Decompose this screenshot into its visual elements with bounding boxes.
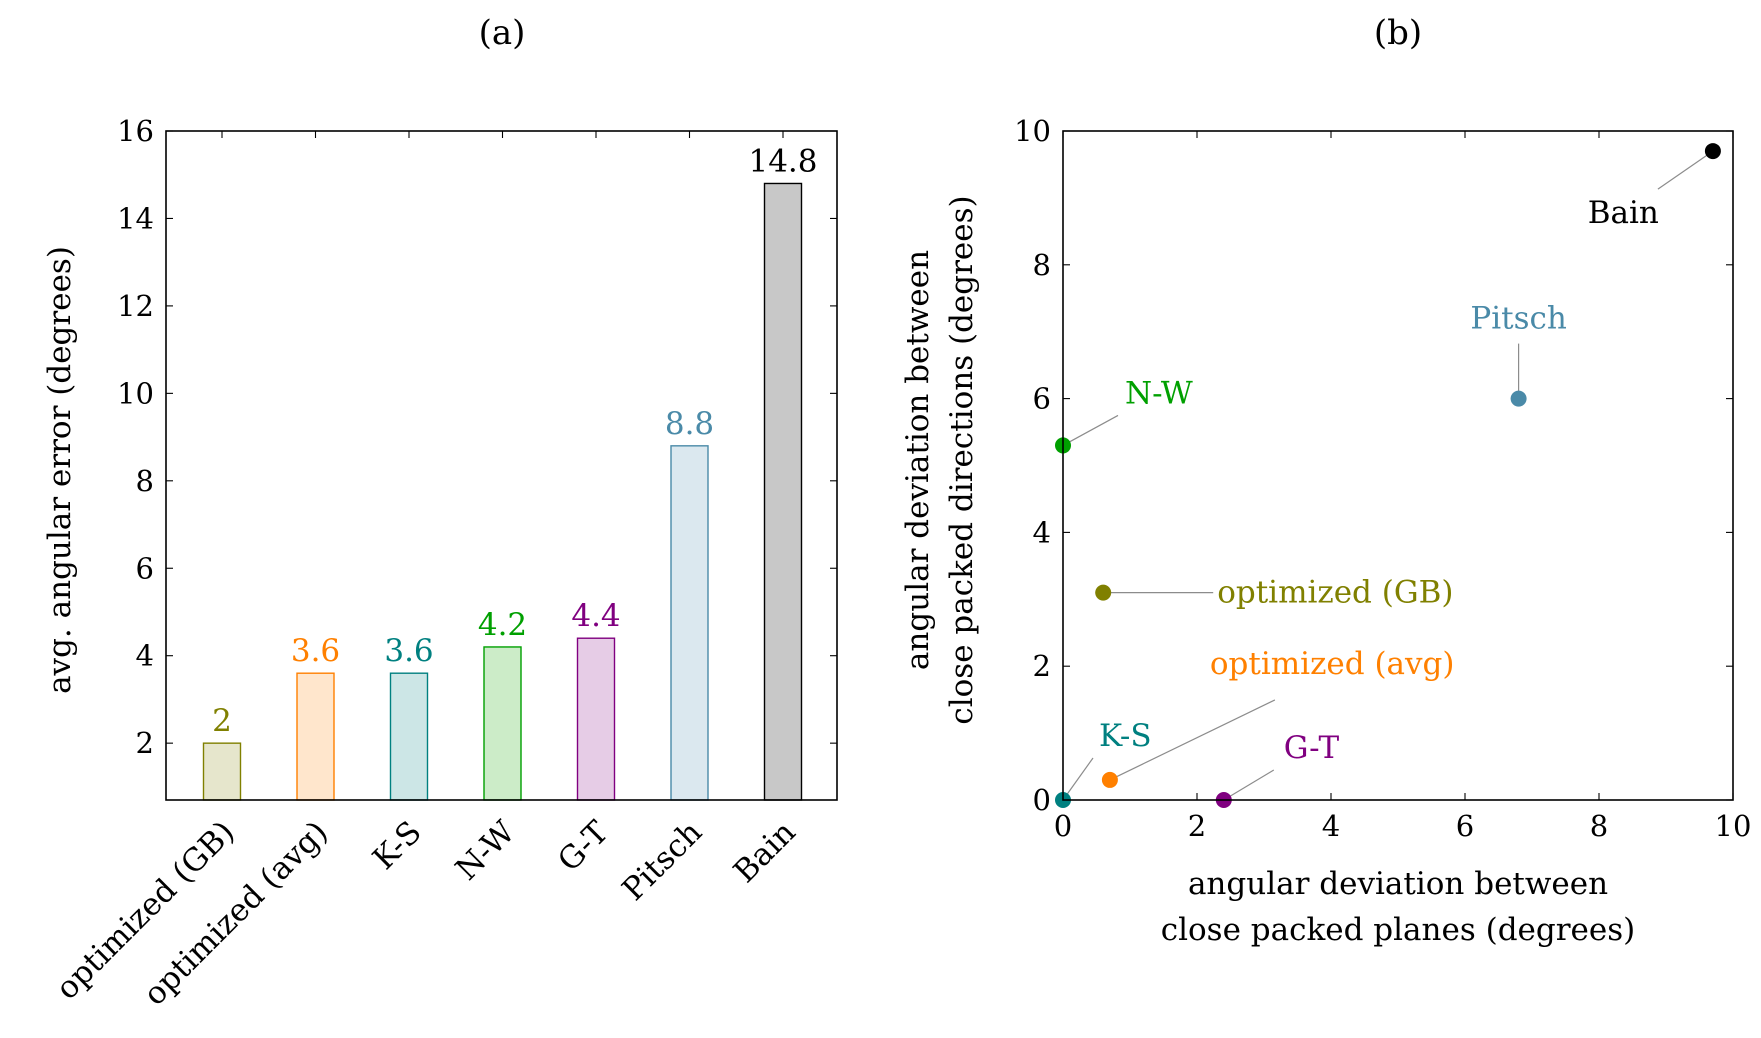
x-tick-label: 6 [1456,809,1474,843]
bar [389,672,429,801]
scatter-point-label: K-S [1099,718,1152,754]
y-tick-label: 4 [136,639,154,673]
scatter-point [1101,771,1118,788]
panel-a-title: (a) [479,13,526,53]
y-tick-label: 6 [136,551,154,585]
bar [670,445,709,801]
bar-chart-panel: (a) avg. angular error (degrees) 2 4 6 8 10 1… [42,13,838,1013]
y-tick-label: 4 [1033,515,1051,549]
leader-line [1109,699,1276,781]
category-label: K-S [366,814,429,877]
bar-value-label: 14.8 [748,143,817,179]
y-tick-label: 6 [1033,382,1051,416]
scatter-y-axis-label-line1: angular deviation between [900,250,936,670]
leader-line [1062,757,1094,801]
bar-chart-category-labels: optimized (GB)optimized (avg) K-S N-W G-T Pi… [49,814,803,1013]
scatter-point-label: G-T [1284,730,1340,766]
y-tick-label: 14 [117,201,154,235]
scatter-x-axis-label-line1: angular deviation between [1188,866,1608,902]
y-tick-label: 10 [117,376,154,410]
y-tick-label: 12 [117,289,154,323]
x-tick-label: 8 [1590,809,1608,843]
scatter-ticks: 0 2 4 6 8 10 0 2 4 6 8 10 [1014,114,1751,843]
bar-value-label: 3.6 [384,633,433,669]
panel-b-title: (b) [1374,13,1422,53]
bar-chart-data-labels: 2 3.6 3.6 4.2 4.4 8.8 14.8 [212,143,817,739]
leader-line [1657,150,1714,190]
y-tick-label: 2 [1033,649,1051,683]
bar [576,637,616,801]
x-tick-label: 0 [1054,809,1072,843]
scatter-chart-panel: (b) angular deviation between close pack… [900,13,1751,948]
scatter-point-label: optimized (avg) [1210,646,1455,682]
category-label: Pitsch [615,814,709,908]
bar-chart-ticks: 2 4 6 8 10 12 14 16 [117,114,837,800]
bar-value-label: 8.8 [665,406,714,442]
category-label: Bain [727,814,803,890]
bar-value-label: 4.2 [478,607,527,643]
scatter-point [1704,143,1721,160]
scatter-point [1510,390,1527,407]
x-tick-label: 4 [1322,809,1340,843]
scatter-point-label: optimized (GB) [1217,575,1453,611]
y-tick-label: 8 [136,464,154,498]
scatter-points [1055,143,1721,808]
bar-value-label: 4.4 [571,598,620,634]
bar-chart-bars [202,182,803,801]
scatter-leader-lines [1062,150,1714,801]
scatter-point-label: Bain [1588,195,1659,231]
scatter-point-labels: optimized (GB) optimized (avg) K-S N-W G-T Pi… [1099,195,1659,766]
bar-chart-plot-frame [165,130,838,801]
y-tick-label: 0 [1033,783,1051,817]
bar [763,182,803,801]
bar-chart-y-axis-label: avg. angular error (degrees) [42,246,78,694]
y-tick-label: 2 [136,726,154,760]
leader-line [1062,414,1119,446]
scatter-plot-frame [1062,130,1734,801]
scatter-point-label: Pitsch [1470,301,1567,337]
category-label: N-W [449,814,522,887]
leader-line [1223,769,1275,801]
scatter-x-axis-label-line2: close packed planes (degrees) [1161,912,1636,948]
bar [483,646,522,801]
bar-value-label: 3.6 [291,633,340,669]
scatter-point [1095,584,1112,601]
scatter-point-label: N-W [1125,375,1193,411]
bar [202,742,242,801]
y-tick-label: 16 [117,114,154,148]
category-label: G-T [551,814,616,879]
y-tick-label: 10 [1014,114,1051,148]
y-tick-label: 8 [1033,248,1051,282]
bar-value-label: 2 [212,703,232,739]
x-tick-label: 2 [1188,809,1206,843]
bar [296,672,335,801]
x-tick-label: 10 [1715,809,1752,843]
scatter-y-axis-label-line2: close packed directions (degrees) [944,195,980,724]
